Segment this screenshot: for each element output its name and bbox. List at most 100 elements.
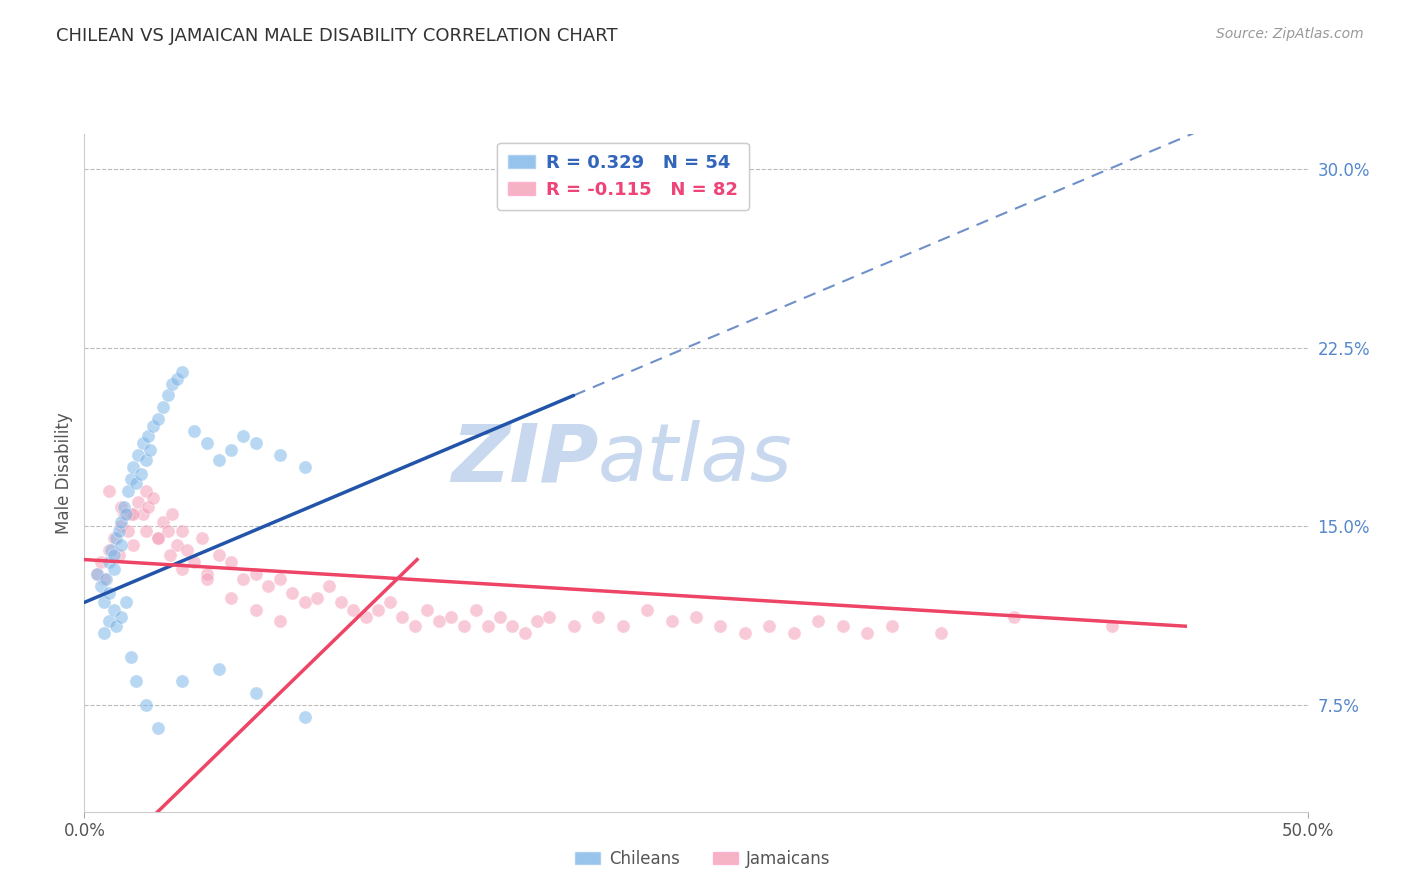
Point xyxy=(122,538,145,552)
Point xyxy=(427,615,450,629)
Point xyxy=(685,609,707,624)
Point xyxy=(166,538,188,552)
Point xyxy=(100,543,122,558)
Point xyxy=(97,555,120,569)
Point xyxy=(526,615,548,629)
Point xyxy=(120,650,142,665)
Point xyxy=(269,448,291,462)
Point xyxy=(342,602,364,616)
Point xyxy=(110,538,132,552)
Point xyxy=(281,586,304,600)
Point xyxy=(172,562,194,576)
Point xyxy=(807,615,830,629)
Point xyxy=(146,531,169,545)
Point xyxy=(464,602,486,616)
Point xyxy=(112,508,135,522)
Point xyxy=(612,619,634,633)
Point xyxy=(636,602,658,616)
Point xyxy=(232,429,254,443)
Text: CHILEAN VS JAMAICAN MALE DISABILITY CORRELATION CHART: CHILEAN VS JAMAICAN MALE DISABILITY CORR… xyxy=(56,27,617,45)
Point xyxy=(122,459,145,474)
Point xyxy=(269,572,291,586)
Point xyxy=(162,508,184,522)
Point xyxy=(294,595,316,609)
Point xyxy=(122,508,145,522)
Point xyxy=(294,459,316,474)
Point xyxy=(96,572,118,586)
Point xyxy=(208,452,231,467)
Point xyxy=(172,524,194,538)
Point xyxy=(93,626,115,640)
Point xyxy=(120,508,142,522)
Point xyxy=(208,548,231,562)
Point xyxy=(176,543,198,558)
Point xyxy=(183,555,205,569)
Point xyxy=(103,548,125,562)
Point xyxy=(129,467,152,481)
Point xyxy=(110,515,132,529)
Point xyxy=(245,602,267,616)
Point xyxy=(125,476,148,491)
Point xyxy=(195,566,218,581)
Point xyxy=(152,401,174,415)
Point xyxy=(127,495,149,509)
Point xyxy=(146,722,169,736)
Point xyxy=(159,548,181,562)
Point xyxy=(117,483,139,498)
Point xyxy=(404,619,426,633)
Point xyxy=(142,491,165,505)
Point xyxy=(783,626,806,640)
Point xyxy=(1101,619,1123,633)
Point xyxy=(513,626,536,640)
Point xyxy=(219,555,242,569)
Point xyxy=(120,472,142,486)
Point xyxy=(162,376,184,391)
Point xyxy=(93,572,115,586)
Point xyxy=(110,609,132,624)
Legend: Chileans, Jamaicans: Chileans, Jamaicans xyxy=(568,844,838,875)
Point xyxy=(86,566,108,581)
Point xyxy=(93,595,115,609)
Point xyxy=(219,591,242,605)
Point xyxy=(502,619,524,633)
Point xyxy=(139,443,162,458)
Point xyxy=(269,615,291,629)
Point xyxy=(103,562,125,576)
Point xyxy=(219,443,242,458)
Point xyxy=(136,429,159,443)
Point xyxy=(132,508,155,522)
Point xyxy=(831,619,853,633)
Point xyxy=(146,412,169,426)
Text: atlas: atlas xyxy=(598,420,793,499)
Point xyxy=(125,673,148,688)
Point xyxy=(135,452,157,467)
Point xyxy=(166,372,188,386)
Point xyxy=(391,609,413,624)
Point xyxy=(172,673,194,688)
Point xyxy=(880,619,903,633)
Point xyxy=(477,619,499,633)
Point xyxy=(245,686,267,700)
Point xyxy=(330,595,353,609)
Point xyxy=(416,602,439,616)
Point xyxy=(709,619,731,633)
Legend: R = 0.329   N = 54, R = -0.115   N = 82: R = 0.329 N = 54, R = -0.115 N = 82 xyxy=(498,143,748,210)
Point xyxy=(856,626,879,640)
Point xyxy=(97,483,120,498)
Point xyxy=(245,566,267,581)
Point xyxy=(146,531,169,545)
Point xyxy=(115,595,138,609)
Point xyxy=(110,519,132,533)
Point xyxy=(152,515,174,529)
Point xyxy=(172,365,194,379)
Point xyxy=(117,524,139,538)
Point xyxy=(208,662,231,676)
Point xyxy=(232,572,254,586)
Point xyxy=(142,419,165,434)
Point xyxy=(112,500,135,515)
Point xyxy=(136,500,159,515)
Point xyxy=(195,436,218,450)
Point xyxy=(1002,609,1025,624)
Point xyxy=(97,586,120,600)
Text: ZIP: ZIP xyxy=(451,420,598,499)
